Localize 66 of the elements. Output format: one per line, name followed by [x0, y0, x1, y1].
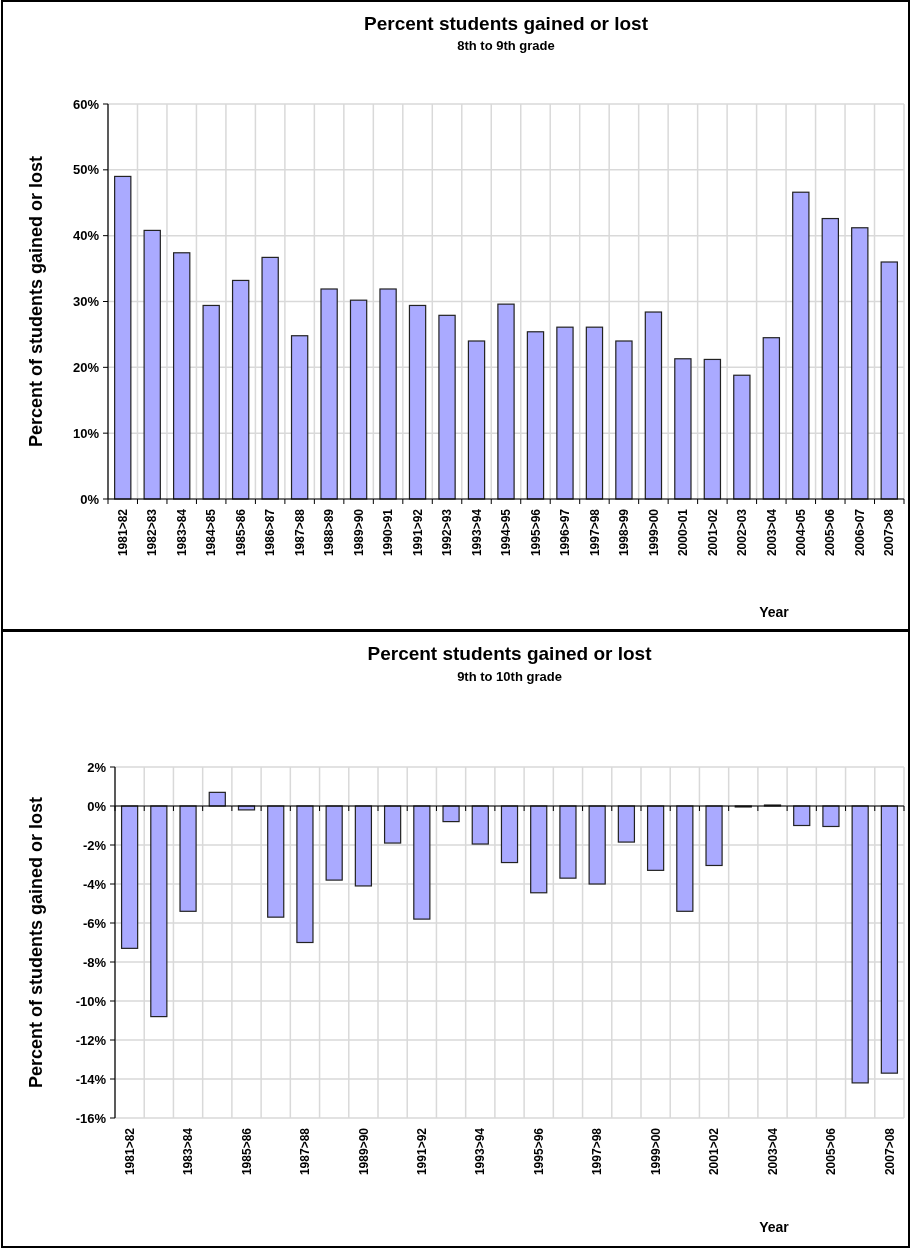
x-tick-label: 1993>94: [473, 1127, 488, 1176]
y-tick-label: 0%: [80, 491, 100, 507]
x-tick-label: 1983>84: [174, 508, 189, 557]
x-tick-label: 2001>02: [705, 508, 720, 557]
x-tick-label: 2006>07: [852, 508, 867, 557]
x-tick-label: 2000>01: [676, 508, 691, 557]
x-tick-label: 1995>96: [528, 508, 543, 557]
x-tick-label: 2004>05: [794, 508, 809, 557]
y-tick-label: 20%: [72, 359, 100, 375]
y-tick-label: -14%: [75, 1071, 107, 1087]
y-tick-label: -6%: [82, 915, 107, 931]
y-tick-label: 40%: [72, 228, 100, 244]
x-tick-label: 1990>91: [381, 508, 396, 557]
x-tick-label: 1987>88: [292, 508, 307, 557]
x-tick-label: 1989>90: [351, 508, 366, 557]
x-tick-label: 1985>86: [239, 1127, 254, 1176]
x-tick-label: 2007>08: [882, 1127, 897, 1176]
x-tick-label: 1982>83: [145, 508, 160, 557]
chart-subtitle: 9th to 10th grade: [457, 669, 562, 684]
x-tick-label: 2001>02: [707, 1127, 722, 1176]
x-tick-label: 1991>92: [415, 1127, 430, 1176]
chart-title: Percent students gained or lost: [364, 13, 649, 34]
x-tick-label: 2005>06: [823, 508, 838, 557]
x-tick-label: 1985>86: [233, 508, 248, 557]
x-tick-label: 1981>82: [122, 1127, 137, 1176]
y-tick-label: -16%: [75, 1110, 107, 1126]
x-tick-label: 1991>92: [410, 508, 425, 557]
y-tick-label: -2%: [82, 837, 107, 853]
y-tick-label: 10%: [72, 425, 100, 441]
x-tick-label: 1999>00: [646, 508, 661, 557]
x-tick-label: 1997>98: [590, 1127, 605, 1176]
y-axis-title: Percent of students gained or lost: [26, 155, 46, 448]
y-tick-label: -4%: [82, 876, 107, 892]
x-tick-label: 1987>88: [298, 1127, 313, 1176]
x-axis-title: Year: [759, 1219, 790, 1235]
y-tick-label: -8%: [82, 954, 107, 970]
x-tick-label: 1999>00: [648, 1127, 663, 1176]
x-tick-label: 1989>90: [356, 1127, 371, 1176]
y-tick-label: -12%: [75, 1032, 107, 1048]
y-tick-label: 0%: [87, 798, 107, 814]
x-tick-label: 1994>95: [499, 508, 514, 557]
x-tick-label: 1993>94: [469, 508, 484, 557]
y-tick-label: -10%: [75, 993, 107, 1009]
x-tick-label: 1997>98: [587, 508, 602, 557]
x-tick-label: 1998>99: [617, 508, 632, 557]
chart-title: Percent students gained or lost: [367, 643, 653, 664]
x-tick-label: 1984>85: [204, 508, 219, 557]
x-tick-label: 1992>93: [440, 508, 455, 557]
x-tick-label: 2007>08: [882, 508, 897, 557]
y-tick-label: 60%: [72, 96, 100, 112]
y-axis-title: Percent of students gained or lost: [26, 796, 46, 1089]
x-tick-label: 1983>84: [181, 1127, 196, 1176]
x-tick-label: 1986>87: [263, 508, 278, 557]
x-tick-label: 1996>97: [558, 508, 573, 557]
chart-subtitle: 8th to 9th grade: [457, 38, 555, 53]
y-tick-label: 2%: [87, 759, 107, 775]
x-tick-label: 1988>89: [322, 508, 337, 557]
x-axis-title: Year: [759, 604, 790, 620]
y-tick-label: 30%: [72, 294, 100, 310]
x-tick-label: 1995>96: [531, 1127, 546, 1176]
x-tick-label: 2003>04: [764, 508, 779, 557]
y-tick-label: 50%: [72, 162, 100, 178]
x-tick-label: 2003>04: [765, 1127, 780, 1176]
x-tick-label: 2005>06: [824, 1127, 839, 1176]
x-tick-label: 2002>03: [735, 508, 750, 557]
x-tick-label: 1981>82: [115, 508, 130, 557]
